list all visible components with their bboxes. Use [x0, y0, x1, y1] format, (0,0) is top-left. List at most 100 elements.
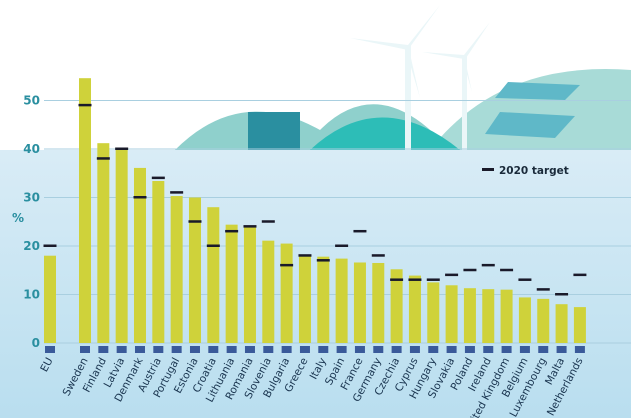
target-marker: [261, 220, 275, 223]
bar-latvia: [115, 147, 128, 343]
bar-bulgaria: [280, 243, 293, 343]
target-marker: [96, 157, 110, 160]
bar-austria: [152, 181, 165, 343]
bar-lithuania: [225, 224, 238, 343]
flag-icon: [171, 346, 182, 353]
target-marker: [555, 293, 569, 296]
bar-malta: [555, 304, 568, 343]
flag-icon: [501, 346, 512, 353]
target-marker: [573, 273, 587, 277]
y-axis-label: %: [12, 211, 24, 225]
flag-icon: [556, 346, 567, 353]
bar-slovakia: [445, 285, 458, 343]
flag-icon: [244, 346, 255, 353]
flag-icon: [80, 346, 90, 353]
flag-icon: [153, 346, 164, 353]
flag-icon: [464, 346, 475, 353]
bar-spain: [335, 258, 348, 343]
bar-poland: [463, 288, 476, 343]
flag-icon: [538, 346, 549, 353]
target-marker: [151, 176, 165, 180]
bar-hungary: [427, 282, 440, 343]
bar-portugal: [170, 196, 183, 343]
wind-turbine-icon: [422, 22, 490, 150]
flag-icon: [208, 346, 219, 353]
target-marker: [133, 196, 147, 199]
target-marker: [426, 278, 440, 281]
flag-icon: [134, 346, 145, 353]
target-marker: [408, 278, 422, 281]
target-marker: [463, 268, 477, 272]
bar-belgium: [518, 297, 531, 343]
flag-icon: [189, 346, 200, 353]
bar-cyprus: [408, 275, 421, 343]
target-marker: [78, 103, 92, 107]
legend: 2020 target: [482, 165, 569, 177]
y-tick-label: 50: [23, 94, 40, 108]
bar-ireland: [482, 289, 495, 343]
target-marker: [243, 225, 257, 228]
flag-icon: [299, 346, 310, 353]
target-marker: [518, 278, 532, 281]
flag-icon: [336, 346, 347, 353]
bar-finland: [97, 143, 110, 343]
flag-icon: [98, 346, 109, 353]
flag-icon: [409, 346, 420, 353]
y-tick-label: 30: [23, 191, 40, 205]
bar-united-kingdom: [500, 289, 513, 343]
decorative-landscape: [175, 5, 631, 150]
legend-target-marker: [482, 168, 494, 171]
flag-icon: [318, 346, 329, 353]
target-marker: [500, 268, 514, 272]
target-marker: [316, 259, 330, 262]
target-marker: [536, 288, 550, 291]
flag-icon: [116, 346, 127, 353]
flag-icon: [519, 346, 530, 353]
bar-france: [353, 262, 366, 343]
target-marker: [353, 229, 367, 233]
flag-icon: [226, 346, 237, 353]
bar-slovenia: [262, 240, 275, 343]
legend-label: 2020 target: [499, 165, 569, 177]
y-tick-label: 10: [23, 288, 40, 302]
target-marker: [206, 244, 220, 247]
target-marker: [298, 254, 312, 257]
solar-panel-icon: [485, 82, 580, 138]
y-tick-label: 20: [23, 239, 40, 253]
bar-czechia: [390, 269, 403, 343]
bar-denmark: [133, 167, 146, 343]
flag-icon: [428, 346, 439, 353]
target-marker: [371, 254, 385, 257]
flag-icon: [354, 346, 365, 353]
bar-germany: [372, 262, 385, 343]
target-marker: [445, 273, 459, 277]
bar-luxembourg: [537, 298, 550, 343]
flag-icon: [483, 346, 494, 353]
flag-icon: [373, 346, 384, 353]
flag-icon: [574, 346, 585, 353]
flag-icon: [391, 346, 402, 353]
target-marker: [43, 244, 57, 247]
target-marker: [280, 263, 294, 267]
flag-icon: [45, 346, 55, 353]
target-marker: [481, 263, 495, 267]
bar-greece: [298, 255, 311, 343]
target-marker: [335, 244, 349, 247]
wind-turbine-icon: [350, 5, 440, 150]
target-marker: [225, 229, 239, 233]
flag-icon: [263, 346, 274, 353]
bar-sweden: [79, 78, 91, 343]
target-marker: [188, 220, 202, 223]
target-marker: [170, 191, 184, 194]
x-tick-label: EU: [38, 356, 55, 374]
flag-icon: [281, 346, 292, 353]
target-marker: [390, 278, 404, 281]
target-marker: [115, 147, 129, 150]
y-tick-label: 0: [32, 336, 40, 350]
bar-italy: [317, 256, 330, 343]
y-tick-label: 40: [23, 142, 40, 156]
flag-icon: [446, 346, 457, 353]
bar-romania: [243, 227, 256, 343]
